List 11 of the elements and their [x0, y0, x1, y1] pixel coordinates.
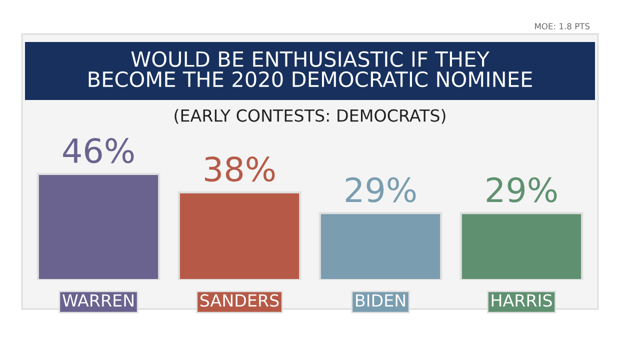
x-tick-label: BIDEN	[356, 294, 405, 307]
chart-title: WOULD BE ENTHUSIASTIC IF THEY BECOME THE 2020 DEMOCRATIC NOMINEE	[88, 51, 532, 88]
text: MOE: 1.8 PTS	[535, 23, 590, 30]
x-tick-label: WARREN	[62, 294, 134, 307]
data-label: 38%	[204, 156, 275, 182]
data-label: 46%	[63, 138, 134, 164]
x-tick-label: HARRIS	[492, 294, 552, 307]
chart-subtitle: (EARLY CONTESTS: DEMOCRATS)	[174, 108, 446, 124]
x-tick-label: SANDERS	[200, 294, 279, 307]
data-label: 29%	[486, 177, 557, 202]
data-label: 29%	[346, 177, 416, 202]
